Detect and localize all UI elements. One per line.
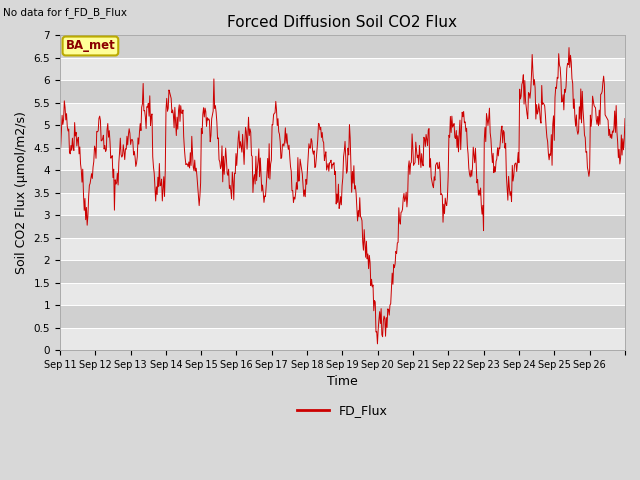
Bar — [60, 215, 625, 238]
Bar — [60, 192, 625, 215]
Bar — [60, 283, 625, 305]
Bar — [60, 36, 625, 58]
Bar — [60, 305, 625, 327]
Bar — [60, 58, 625, 80]
Legend: FD_Flux: FD_Flux — [292, 399, 392, 422]
X-axis label: Time: Time — [327, 375, 358, 388]
Bar — [60, 80, 625, 103]
Bar — [60, 148, 625, 170]
Title: Forced Diffusion Soil CO2 Flux: Forced Diffusion Soil CO2 Flux — [227, 15, 458, 30]
Text: BA_met: BA_met — [65, 39, 115, 52]
Bar — [60, 125, 625, 148]
Bar — [60, 327, 625, 350]
Bar — [60, 260, 625, 283]
Bar — [60, 238, 625, 260]
Y-axis label: Soil CO2 Flux (μmol/m2/s): Soil CO2 Flux (μmol/m2/s) — [15, 111, 28, 274]
Bar — [60, 170, 625, 192]
Bar — [60, 103, 625, 125]
Text: No data for f_FD_B_Flux: No data for f_FD_B_Flux — [3, 7, 127, 18]
